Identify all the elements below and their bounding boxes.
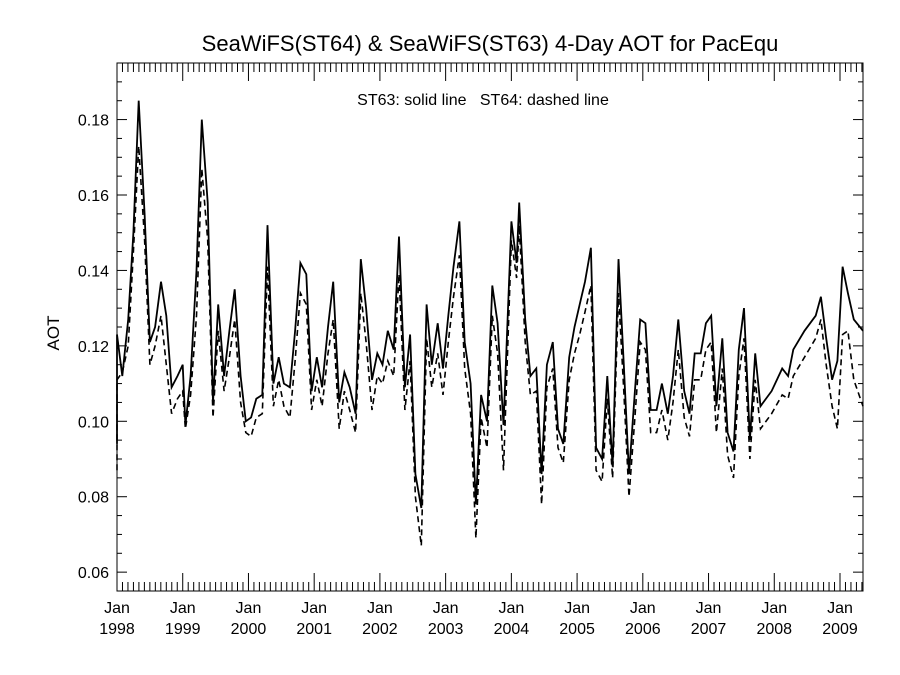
x-tick-month-label: Jan [433,600,459,617]
x-tick-month-label: Jan [630,600,656,617]
y-tick-label: 0.14 [78,263,109,280]
x-tick-year-label: 1999 [165,621,201,638]
x-tick-year-label: 2002 [362,621,398,638]
x-tick-year-label: 2008 [756,621,792,638]
y-tick-label: 0.18 [78,113,109,130]
series-line-st63 [116,100,864,509]
x-tick-year-label: 1998 [99,621,135,638]
y-tick-label: 0.12 [78,339,109,356]
y-tick-label: 0.16 [78,188,109,205]
x-tick-year-label: 2000 [231,621,267,638]
x-tick-month-label: Jan [170,600,196,617]
x-tick-month-label: Jan [827,600,853,617]
plot-frame [116,62,864,592]
line-style-annotation: ST63: solid line ST64: dashed line [357,92,609,109]
y-axis-label: AOT [44,316,63,351]
series-layer [116,100,864,546]
x-tick-year-label: 2006 [625,621,661,638]
x-tick-month-label: Jan [104,600,130,617]
x-tick-month-label: Jan [301,600,327,617]
x-tick-year-label: 2007 [691,621,727,638]
series-line-st64 [116,145,864,546]
x-tick-month-label: Jan [367,600,393,617]
x-tick-year-label: 2005 [559,621,595,638]
x-tick-month-label: Jan [696,600,722,617]
x-tick-year-label: 2004 [494,621,530,638]
x-tick-year-label: 2001 [296,621,332,638]
x-tick-month-label: Jan [498,600,524,617]
x-tick-month-label: Jan [236,600,262,617]
y-tick-label: 0.06 [78,565,109,582]
x-tick-year-label: 2003 [428,621,464,638]
axis-layer: 0.06 0.08 0.10 0.12 0.14 0.16 0.18 Jan 1998 Jan 19… [78,62,863,638]
y-tick-label: 0.10 [78,414,109,431]
x-tick-month-label: Jan [761,600,787,617]
chart-title: SeaWiFS(ST64) & SeaWiFS(ST63) 4-Day AOT … [202,31,779,56]
x-tick-year-label: 2009 [822,621,858,638]
y-tick-label: 0.08 [78,490,109,507]
x-tick-month-label: Jan [564,600,590,617]
